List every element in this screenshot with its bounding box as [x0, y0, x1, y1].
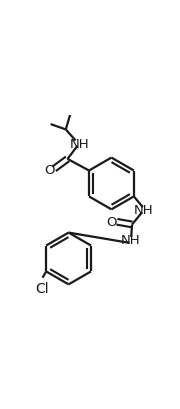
Text: NH: NH: [134, 203, 154, 216]
Text: Cl: Cl: [35, 281, 48, 296]
Text: O: O: [44, 164, 54, 177]
Text: NH: NH: [120, 234, 140, 247]
Text: NH: NH: [69, 138, 89, 151]
Text: O: O: [106, 215, 117, 228]
